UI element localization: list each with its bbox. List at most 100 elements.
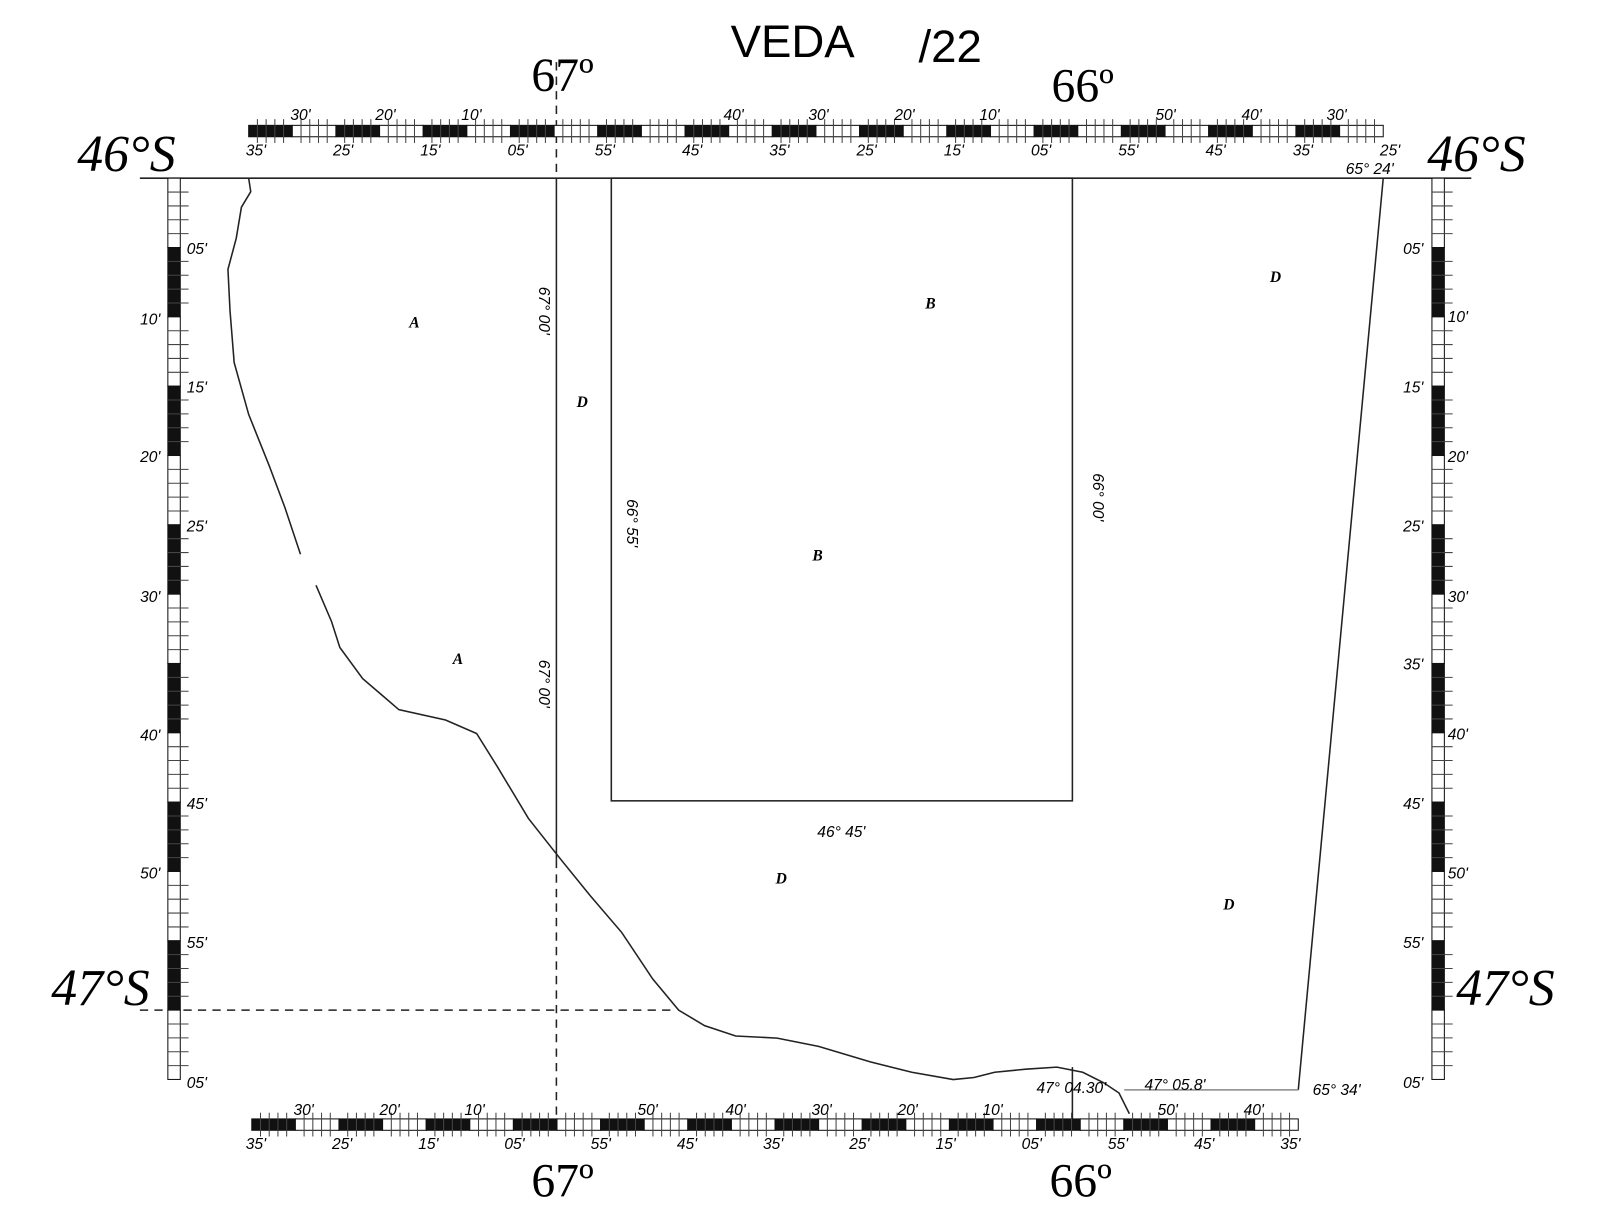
scale-label: 10'	[982, 1102, 1003, 1119]
scale-label: 10'	[140, 311, 161, 328]
scale-segment	[167, 247, 181, 318]
scale-segment	[771, 124, 817, 138]
area-label: A	[408, 314, 419, 331]
scale-segment	[167, 732, 181, 803]
coordinate-label: 67° 00'	[535, 287, 552, 336]
scale-segment	[1077, 124, 1122, 138]
scale-segment	[1431, 316, 1445, 387]
scale-segment	[1431, 385, 1445, 457]
scale-segment	[905, 1118, 950, 1131]
scale-segment	[818, 1118, 863, 1131]
scale-segment	[1431, 247, 1445, 318]
area-label: D	[1269, 269, 1281, 286]
scale-segment	[1431, 524, 1445, 595]
scale-label: 10'	[1448, 309, 1469, 326]
scale-label: 55'	[595, 142, 616, 159]
scale-segment	[992, 1118, 1038, 1131]
scale-segment	[167, 524, 181, 595]
scale-label: 35'	[1280, 1136, 1301, 1153]
scale-segment	[730, 1118, 776, 1131]
scale-segment	[556, 1118, 602, 1131]
coordinate-label: 66° 55'	[623, 499, 640, 548]
coordinate-label: 46° 45'	[817, 824, 866, 841]
scale-label: 45'	[1205, 142, 1226, 159]
scale-segment	[1166, 1118, 1212, 1131]
scale-segment	[466, 124, 512, 138]
scale-label: 30'	[1326, 107, 1347, 124]
scale-label: 35'	[763, 1136, 784, 1153]
scale-segment	[422, 124, 468, 138]
scale-label: 15'	[935, 1136, 956, 1153]
scale-segment	[1033, 124, 1079, 138]
scale-label: 30'	[140, 589, 161, 606]
scale-label: 20'	[1447, 449, 1469, 466]
longitude: 67º	[531, 1156, 593, 1208]
scale-label: 55'	[1403, 935, 1424, 952]
block	[610, 177, 1074, 802]
scale-label: 05'	[1403, 241, 1424, 258]
coastline	[315, 585, 1131, 1115]
scale-label: 10'	[461, 107, 482, 124]
scale-segment	[946, 124, 992, 138]
scale-segment	[167, 662, 181, 734]
scale-label: 55'	[187, 935, 208, 952]
scale-label: 40'	[1244, 1102, 1265, 1119]
scale-segment	[1295, 124, 1341, 138]
scale-segment	[512, 1118, 558, 1131]
scale-segment	[167, 1009, 181, 1080]
scale-segment	[167, 454, 181, 526]
scale-label: 25'	[855, 142, 877, 159]
scale-label: 10'	[979, 107, 1000, 124]
scale-label: 55'	[1118, 142, 1139, 159]
longitude: 66º	[1049, 1156, 1111, 1208]
scale-segment	[1431, 870, 1445, 942]
scale-segment	[774, 1118, 820, 1131]
scale-segment	[989, 124, 1035, 138]
boundary	[1297, 178, 1385, 1090]
area-label: A	[452, 651, 463, 668]
scale-label: 55'	[591, 1136, 612, 1153]
scale-label: 20'	[893, 107, 915, 124]
scale-segment	[251, 1118, 296, 1131]
scale-segment	[1123, 1118, 1168, 1131]
scale-label: 35'	[1293, 142, 1314, 159]
scale-segment	[687, 1118, 732, 1131]
scale-segment	[859, 124, 904, 138]
scale-segment	[167, 870, 181, 942]
scale-label: 25'	[1379, 142, 1401, 159]
scale-label: 40'	[140, 728, 161, 745]
scale-label: 35'	[1403, 656, 1424, 673]
scale-label: 50'	[1448, 866, 1469, 883]
scale-segment	[382, 1118, 427, 1131]
scale-segment	[335, 124, 381, 138]
scale-segment	[728, 124, 773, 138]
scale-label: 05'	[1031, 142, 1052, 159]
scale-label: 15'	[420, 142, 441, 159]
scale-segment	[902, 124, 948, 138]
scale-label: 05'	[187, 1075, 208, 1092]
scale-label: 50'	[140, 866, 161, 883]
scale-segment	[1210, 1118, 1256, 1131]
scale-label: 15'	[418, 1136, 439, 1153]
scale-segment	[167, 316, 181, 387]
scale-segment	[1208, 124, 1253, 138]
scale-label: 15'	[1403, 380, 1424, 397]
latitude: 47°S	[51, 960, 150, 1017]
scale-label: 55'	[1108, 1136, 1129, 1153]
scale-label: 30'	[812, 1102, 833, 1119]
title-number: /22	[918, 21, 981, 72]
scale-segment	[1431, 801, 1445, 872]
scale-segment	[815, 124, 861, 138]
scale-segment	[1251, 124, 1297, 138]
scale-segment	[291, 124, 337, 138]
scale-label: 50'	[637, 1102, 658, 1119]
scale-label: 50'	[1158, 1102, 1179, 1119]
latitude: 47°S	[1456, 960, 1555, 1017]
scale-segment	[640, 124, 686, 138]
coordinate-label: 65° 34'	[1313, 1082, 1362, 1099]
coordinate-label: 67° 00'	[535, 660, 552, 709]
area-label: D	[576, 394, 588, 411]
scale-label: 05'	[187, 241, 208, 258]
scale-label: 40'	[723, 107, 744, 124]
scale-segment	[1339, 124, 1384, 138]
